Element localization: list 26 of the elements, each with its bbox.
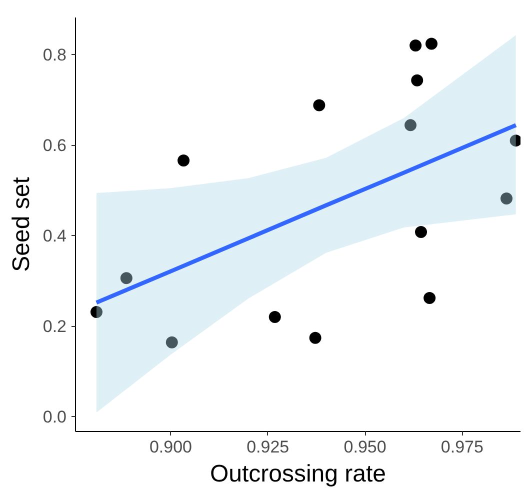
- point: [500, 192, 513, 204]
- point: [510, 134, 520, 147]
- point: [90, 306, 102, 318]
- y-axis-title: Seed set: [8, 176, 35, 272]
- x-tick-label: 0.950: [344, 438, 386, 456]
- point: [404, 119, 417, 132]
- y-tick-label: 0.4: [42, 226, 67, 246]
- point: [120, 272, 132, 284]
- point: [313, 99, 326, 112]
- point: [309, 332, 322, 344]
- y-tick-label: 0.0: [42, 408, 67, 427]
- x-axis-title: Outcrossing rate: [210, 460, 386, 488]
- x-tick-label: 0.925: [246, 438, 290, 456]
- point: [268, 311, 281, 324]
- x-tick-label: 0.975: [440, 438, 484, 456]
- point: [178, 154, 190, 166]
- point: [415, 226, 428, 238]
- y-tick-label: 0.2: [42, 317, 67, 336]
- point: [426, 38, 438, 50]
- point: [424, 292, 436, 304]
- point: [411, 74, 424, 86]
- point: [166, 336, 178, 348]
- point: [410, 40, 422, 52]
- y-tick-label: 0.8: [42, 46, 67, 65]
- y-tick-label: 0.6: [42, 136, 67, 156]
- x-tick-label: 0.900: [149, 438, 192, 456]
